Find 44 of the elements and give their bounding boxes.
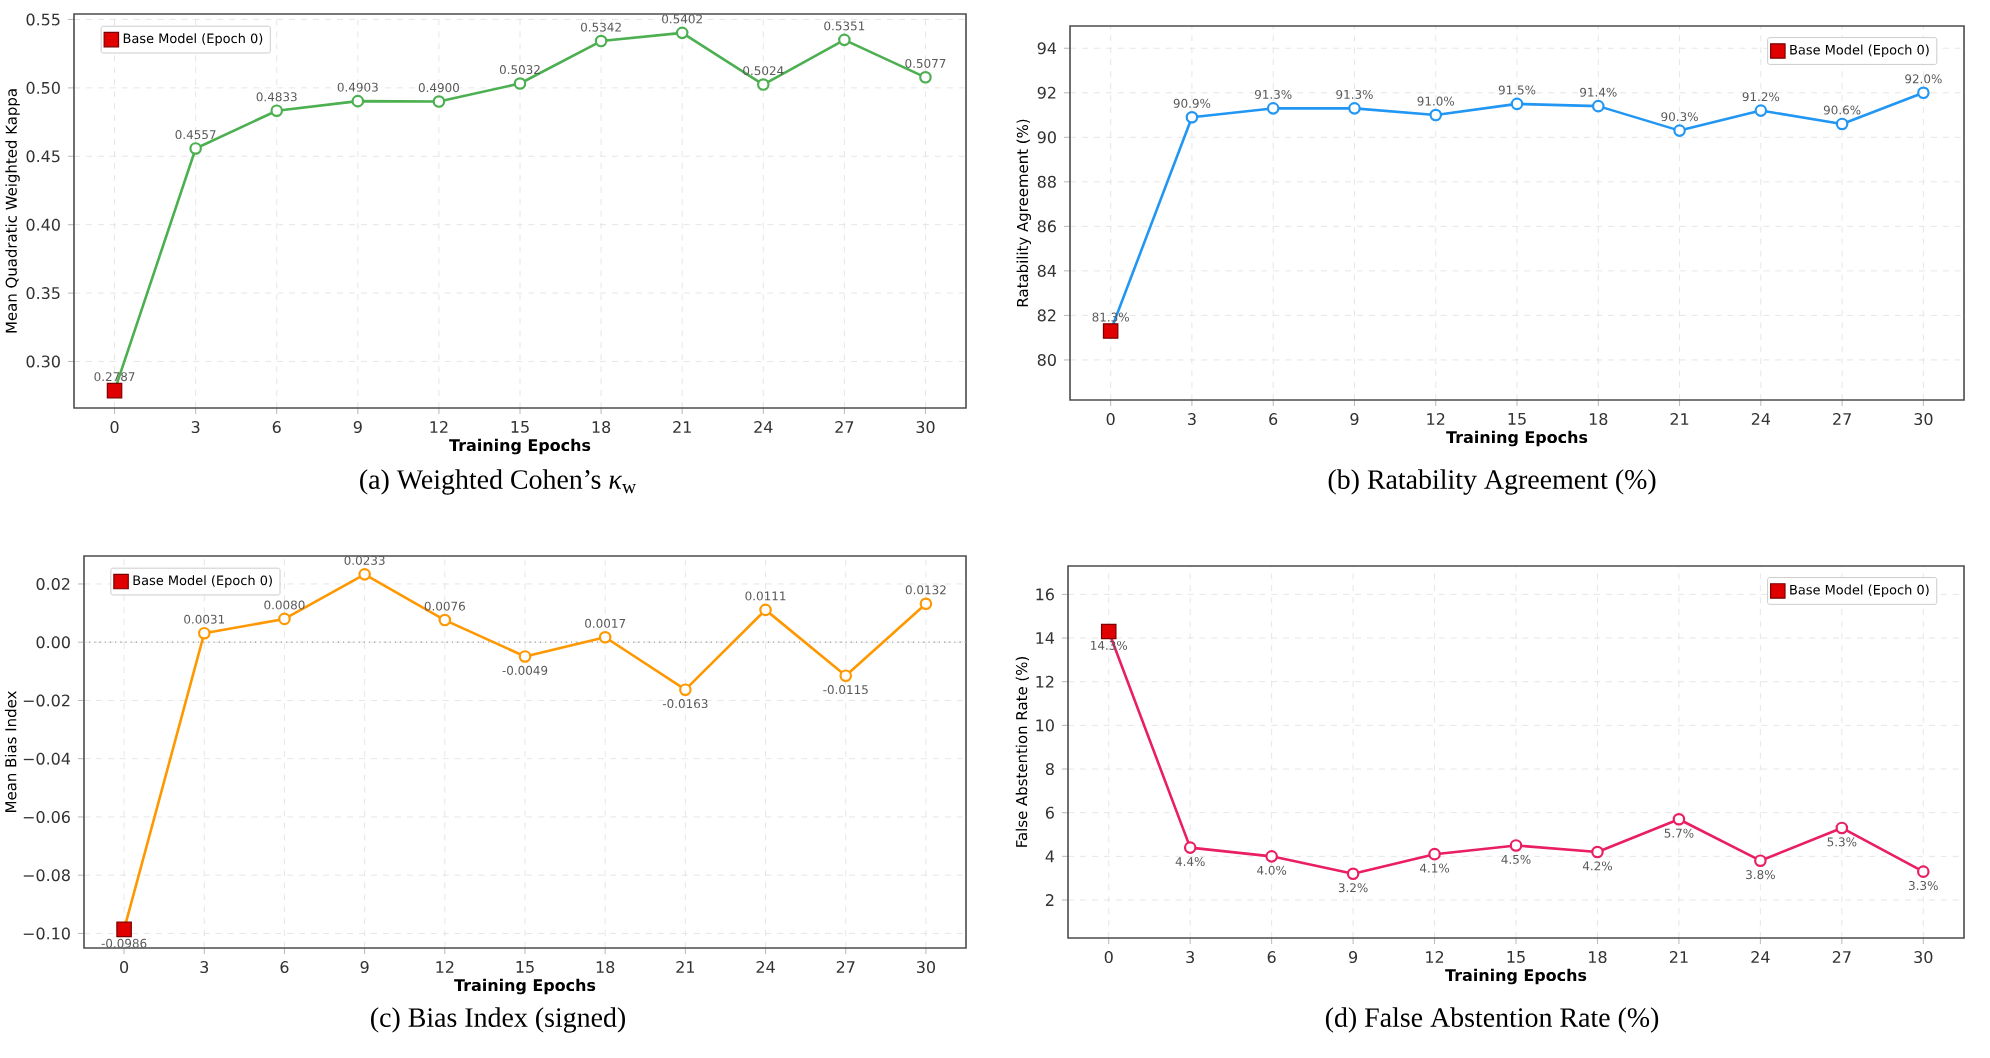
- point: [1754, 104, 1768, 117]
- point: [1673, 124, 1686, 137]
- text: (b) Ratability Agreement (%): [1328, 469, 1656, 495]
- point: [839, 669, 853, 682]
- point: [919, 71, 932, 84]
- point: [1591, 845, 1604, 859]
- point: [1429, 108, 1443, 122]
- point: [594, 34, 608, 48]
- point: [838, 33, 851, 47]
- point: [438, 613, 452, 627]
- point: [756, 78, 770, 91]
- point: [1265, 850, 1278, 863]
- point: [513, 77, 527, 90]
- point: [1916, 865, 1930, 878]
- point: [1754, 854, 1767, 868]
- point: [1185, 110, 1199, 124]
- point: [598, 630, 612, 644]
- point: [1672, 812, 1686, 826]
- point: [1917, 86, 1930, 100]
- point: [919, 597, 933, 611]
- point: [675, 26, 689, 40]
- point: [358, 568, 371, 581]
- text: (a) Weighted Cohen’s κ$_{w}$: [360, 469, 637, 495]
- point: [518, 650, 532, 663]
- point: [679, 683, 692, 696]
- point: [432, 95, 446, 108]
- point: [189, 142, 202, 155]
- point: [1835, 821, 1849, 835]
- text: (c) Bias Index (signed): [371, 1007, 625, 1033]
- point: [278, 612, 291, 626]
- point: [351, 94, 365, 108]
- point: [1183, 841, 1197, 854]
- point: [1346, 867, 1360, 881]
- point: [1348, 102, 1361, 115]
- point: [1428, 847, 1441, 861]
- point: [197, 626, 211, 640]
- point: [1509, 839, 1523, 852]
- point: [1835, 117, 1849, 131]
- point: [1510, 97, 1524, 111]
- point: [759, 603, 772, 617]
- point: [1591, 99, 1605, 113]
- point: [1266, 102, 1280, 115]
- text: (d) False Abstention Rate (%): [1325, 1007, 1659, 1033]
- point: [270, 104, 284, 118]
